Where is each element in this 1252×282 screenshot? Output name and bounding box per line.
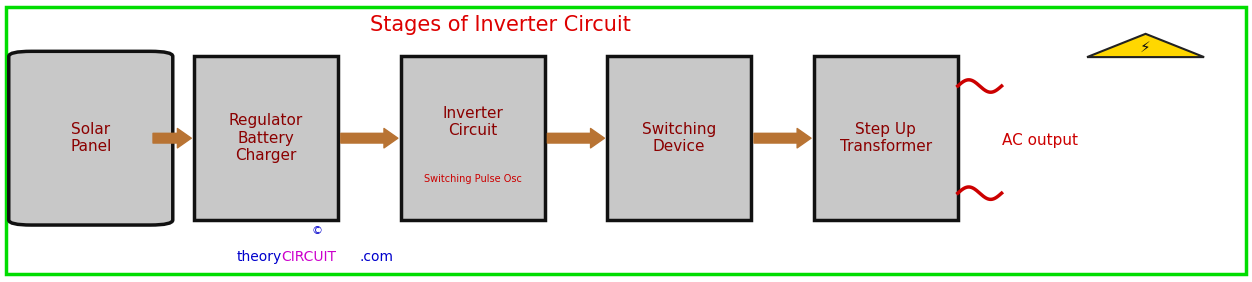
FancyArrowPatch shape <box>547 129 605 148</box>
Bar <box>401 56 545 220</box>
Text: Step Up
Transformer: Step Up Transformer <box>840 122 931 154</box>
Text: .com: .com <box>359 250 393 264</box>
Bar <box>814 56 958 220</box>
Text: Solar
Panel: Solar Panel <box>70 122 111 154</box>
Text: Stages of Inverter Circuit: Stages of Inverter Circuit <box>371 16 631 35</box>
FancyArrowPatch shape <box>153 129 192 148</box>
Polygon shape <box>1087 34 1204 57</box>
Text: ©: © <box>312 226 322 236</box>
Bar <box>194 56 338 220</box>
FancyArrowPatch shape <box>341 129 398 148</box>
FancyArrowPatch shape <box>754 129 811 148</box>
Text: AC output: AC output <box>1002 133 1078 149</box>
Bar <box>607 56 751 220</box>
Text: ⚡: ⚡ <box>1141 39 1151 54</box>
Text: Regulator
Battery
Charger: Regulator Battery Charger <box>229 113 303 163</box>
Text: CIRCUIT: CIRCUIT <box>282 250 337 264</box>
Text: Switching Pulse Osc: Switching Pulse Osc <box>423 174 522 184</box>
Text: theory: theory <box>237 250 282 264</box>
FancyBboxPatch shape <box>9 51 173 225</box>
Text: Inverter
Circuit: Inverter Circuit <box>442 106 503 138</box>
Text: Switching
Device: Switching Device <box>642 122 716 154</box>
